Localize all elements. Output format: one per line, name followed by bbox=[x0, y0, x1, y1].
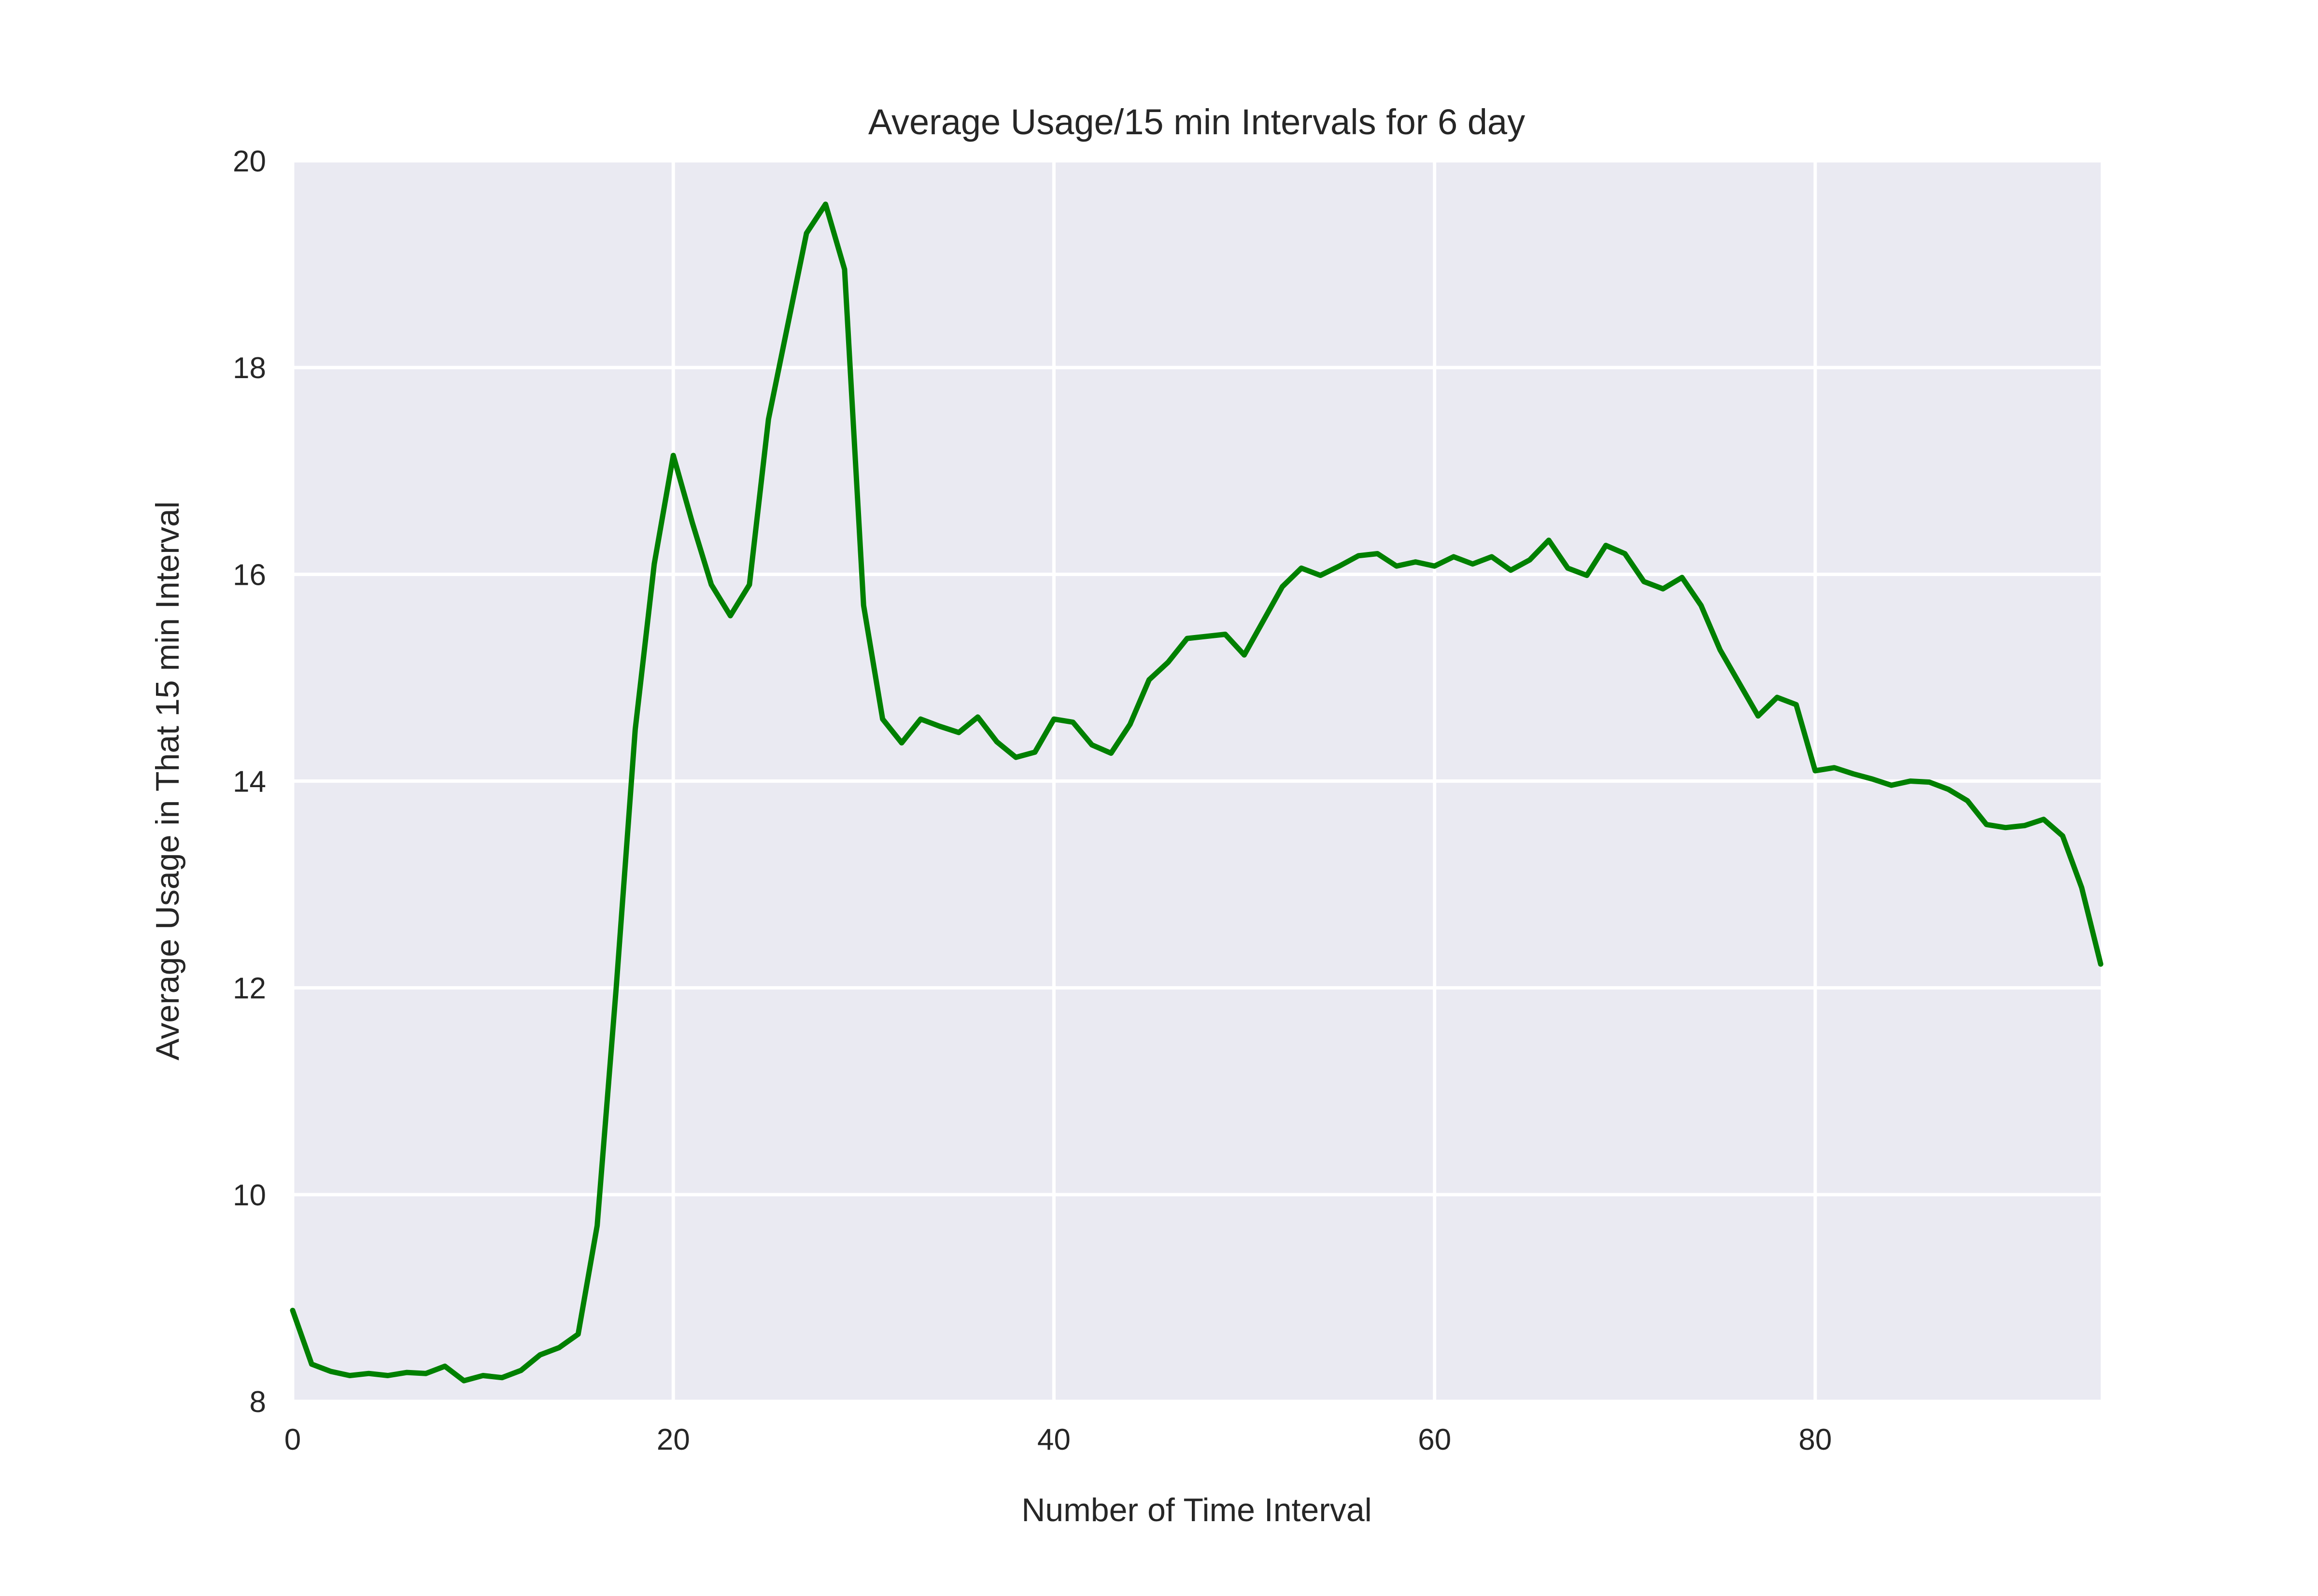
y-tick-label: 10 bbox=[233, 1179, 266, 1212]
series bbox=[290, 201, 2104, 1384]
y-tick-label: 14 bbox=[233, 765, 266, 799]
x-tick-label: 20 bbox=[657, 1423, 690, 1456]
chart-title: Average Usage/15 min Intervals for 6 day bbox=[868, 102, 1525, 142]
y-tick-label: 8 bbox=[250, 1385, 266, 1419]
y-axis-title: Average Usage in That 15 min Interval bbox=[149, 501, 186, 1060]
x-tick-label: 60 bbox=[1418, 1423, 1451, 1456]
x-tick-label: 40 bbox=[1037, 1423, 1071, 1456]
series-line bbox=[290, 201, 2104, 1384]
y-tick-label: 18 bbox=[233, 352, 266, 385]
x-axis-ticks: 0 20 40 60 80 bbox=[284, 1423, 1832, 1456]
x-tick-label: 80 bbox=[1798, 1423, 1832, 1456]
y-tick-label: 20 bbox=[233, 145, 266, 178]
grid bbox=[291, 159, 2101, 1403]
x-tick-label: 0 bbox=[284, 1423, 301, 1456]
y-tick-label: 12 bbox=[233, 972, 266, 1005]
y-axis-ticks: 8 10 12 14 16 18 20 bbox=[233, 145, 266, 1419]
x-axis-title: Number of Time Interval bbox=[1021, 1492, 1372, 1528]
y-tick-label: 16 bbox=[233, 558, 266, 592]
